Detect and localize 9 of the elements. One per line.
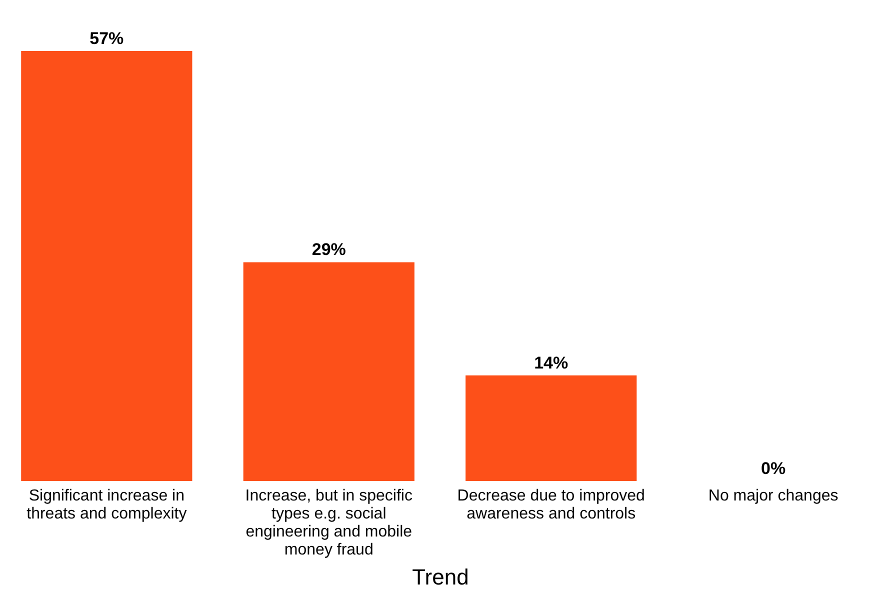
x-tick-label: Decrease due to improved awareness and controls [457, 488, 645, 522]
data-label: 14% [534, 353, 568, 372]
x-tick-label: Increase, but in specific types e.g. social engineering and mobile money fraud [245, 488, 412, 558]
data-label: 29% [312, 240, 346, 260]
x-tick-label: Significant increase in threats and complexity [26, 488, 187, 522]
x-tick-label: No major changes [708, 488, 838, 504]
data-label: 57% [90, 29, 124, 48]
data-label: 0% [761, 459, 786, 478]
x-axis-title: Trend [412, 564, 469, 590]
